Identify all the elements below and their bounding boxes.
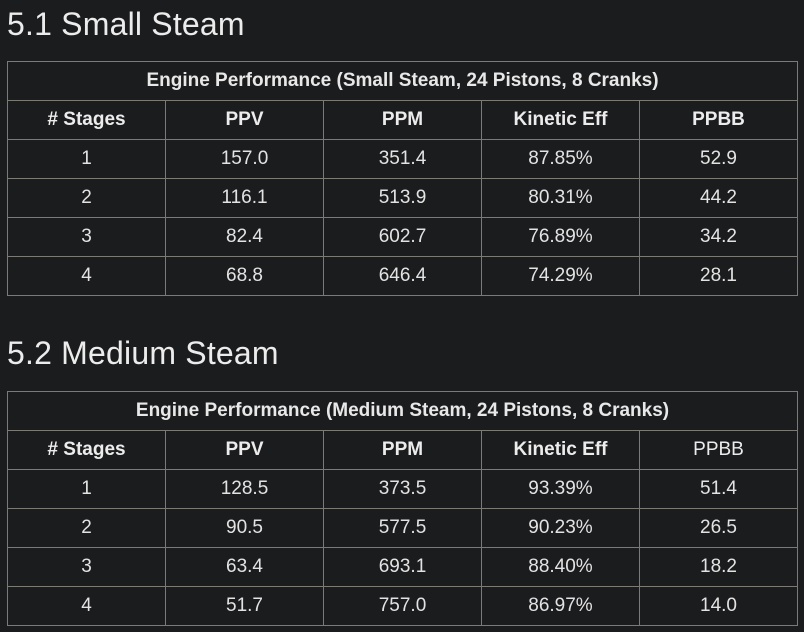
cell-ppbb: 14.0 xyxy=(639,586,798,626)
table-caption: Engine Performance (Medium Steam, 24 Pis… xyxy=(7,391,798,431)
section-heading-small-steam: 5.1 Small Steam xyxy=(7,6,245,42)
cell-ppbb: 26.5 xyxy=(639,508,798,548)
column-header-stages: # Stages xyxy=(7,430,166,470)
cell-kinetic-eff: 93.39% xyxy=(481,469,640,509)
cell-ppm: 757.0 xyxy=(323,586,482,626)
performance-table-small-steam: Engine Performance (Small Steam, 24 Pist… xyxy=(6,61,799,296)
cell-ppbb: 52.9 xyxy=(638,139,799,179)
column-header-ppv: PPV xyxy=(165,430,324,470)
column-header-ppm: PPM xyxy=(323,430,482,470)
cell-ppbb: 51.4 xyxy=(639,469,798,509)
table-row: 4 68.8 646.4 74.29% 28.1 xyxy=(7,256,799,296)
table-header-row: # Stages PPV PPM Kinetic Eff PPBB xyxy=(7,100,799,140)
table-row: 1 128.5 373.5 93.39% 51.4 xyxy=(7,469,798,509)
table-row: 3 82.4 602.7 76.89% 34.2 xyxy=(7,217,799,257)
cell-ppv: 68.8 xyxy=(165,256,324,296)
cell-ppm: 646.4 xyxy=(323,256,482,296)
table-caption: Engine Performance (Small Steam, 24 Pist… xyxy=(6,61,799,101)
cell-stages: 4 xyxy=(7,586,166,626)
cell-ppbb: 44.2 xyxy=(638,178,799,218)
table-row: 2 90.5 577.5 90.23% 26.5 xyxy=(7,508,798,548)
table-row: 3 63.4 693.1 88.40% 18.2 xyxy=(7,547,798,587)
cell-kinetic-eff: 80.31% xyxy=(481,178,640,218)
cell-kinetic-eff: 88.40% xyxy=(481,547,640,587)
column-header-ppv: PPV xyxy=(165,100,324,140)
cell-ppm: 693.1 xyxy=(323,547,482,587)
cell-ppm: 513.9 xyxy=(323,178,482,218)
table-row: 4 51.7 757.0 86.97% 14.0 xyxy=(7,586,798,626)
cell-ppv: 63.4 xyxy=(165,547,324,587)
cell-kinetic-eff: 86.97% xyxy=(481,586,640,626)
cell-kinetic-eff: 76.89% xyxy=(481,217,640,257)
cell-ppv: 82.4 xyxy=(165,217,324,257)
cell-kinetic-eff: 90.23% xyxy=(481,508,640,548)
cell-stages: 2 xyxy=(7,508,166,548)
section-heading-medium-steam: 5.2 Medium Steam xyxy=(7,335,279,371)
cell-stages: 1 xyxy=(7,469,166,509)
cell-stages: 3 xyxy=(7,547,166,587)
cell-ppm: 373.5 xyxy=(323,469,482,509)
column-header-ppbb: PPBB xyxy=(638,100,799,140)
column-header-ppm: PPM xyxy=(323,100,482,140)
cell-stages: 1 xyxy=(7,139,166,179)
cell-ppv: 90.5 xyxy=(165,508,324,548)
table-header-row: # Stages PPV PPM Kinetic Eff PPBB xyxy=(7,430,798,470)
column-header-stages: # Stages xyxy=(7,100,166,140)
cell-ppv: 157.0 xyxy=(165,139,324,179)
cell-ppbb: 18.2 xyxy=(639,547,798,587)
performance-table-medium-steam: Engine Performance (Medium Steam, 24 Pis… xyxy=(7,391,798,626)
cell-stages: 4 xyxy=(7,256,166,296)
cell-ppm: 602.7 xyxy=(323,217,482,257)
column-header-ppbb: PPBB xyxy=(639,430,798,470)
table-caption-row: Engine Performance (Small Steam, 24 Pist… xyxy=(6,61,799,101)
cell-ppv: 128.5 xyxy=(165,469,324,509)
cell-ppbb: 34.2 xyxy=(638,217,799,257)
cell-stages: 3 xyxy=(7,217,166,257)
cell-kinetic-eff: 74.29% xyxy=(481,256,640,296)
table-caption-row: Engine Performance (Medium Steam, 24 Pis… xyxy=(7,391,798,431)
cell-ppm: 351.4 xyxy=(323,139,482,179)
table-row: 2 116.1 513.9 80.31% 44.2 xyxy=(7,178,799,218)
column-header-kinetic-eff: Kinetic Eff xyxy=(481,100,640,140)
cell-ppbb: 28.1 xyxy=(638,256,799,296)
cell-ppm: 577.5 xyxy=(323,508,482,548)
cell-kinetic-eff: 87.85% xyxy=(481,139,640,179)
column-header-kinetic-eff: Kinetic Eff xyxy=(481,430,640,470)
table-row: 1 157.0 351.4 87.85% 52.9 xyxy=(7,139,799,179)
cell-ppv: 116.1 xyxy=(165,178,324,218)
cell-stages: 2 xyxy=(7,178,166,218)
cell-ppv: 51.7 xyxy=(165,586,324,626)
